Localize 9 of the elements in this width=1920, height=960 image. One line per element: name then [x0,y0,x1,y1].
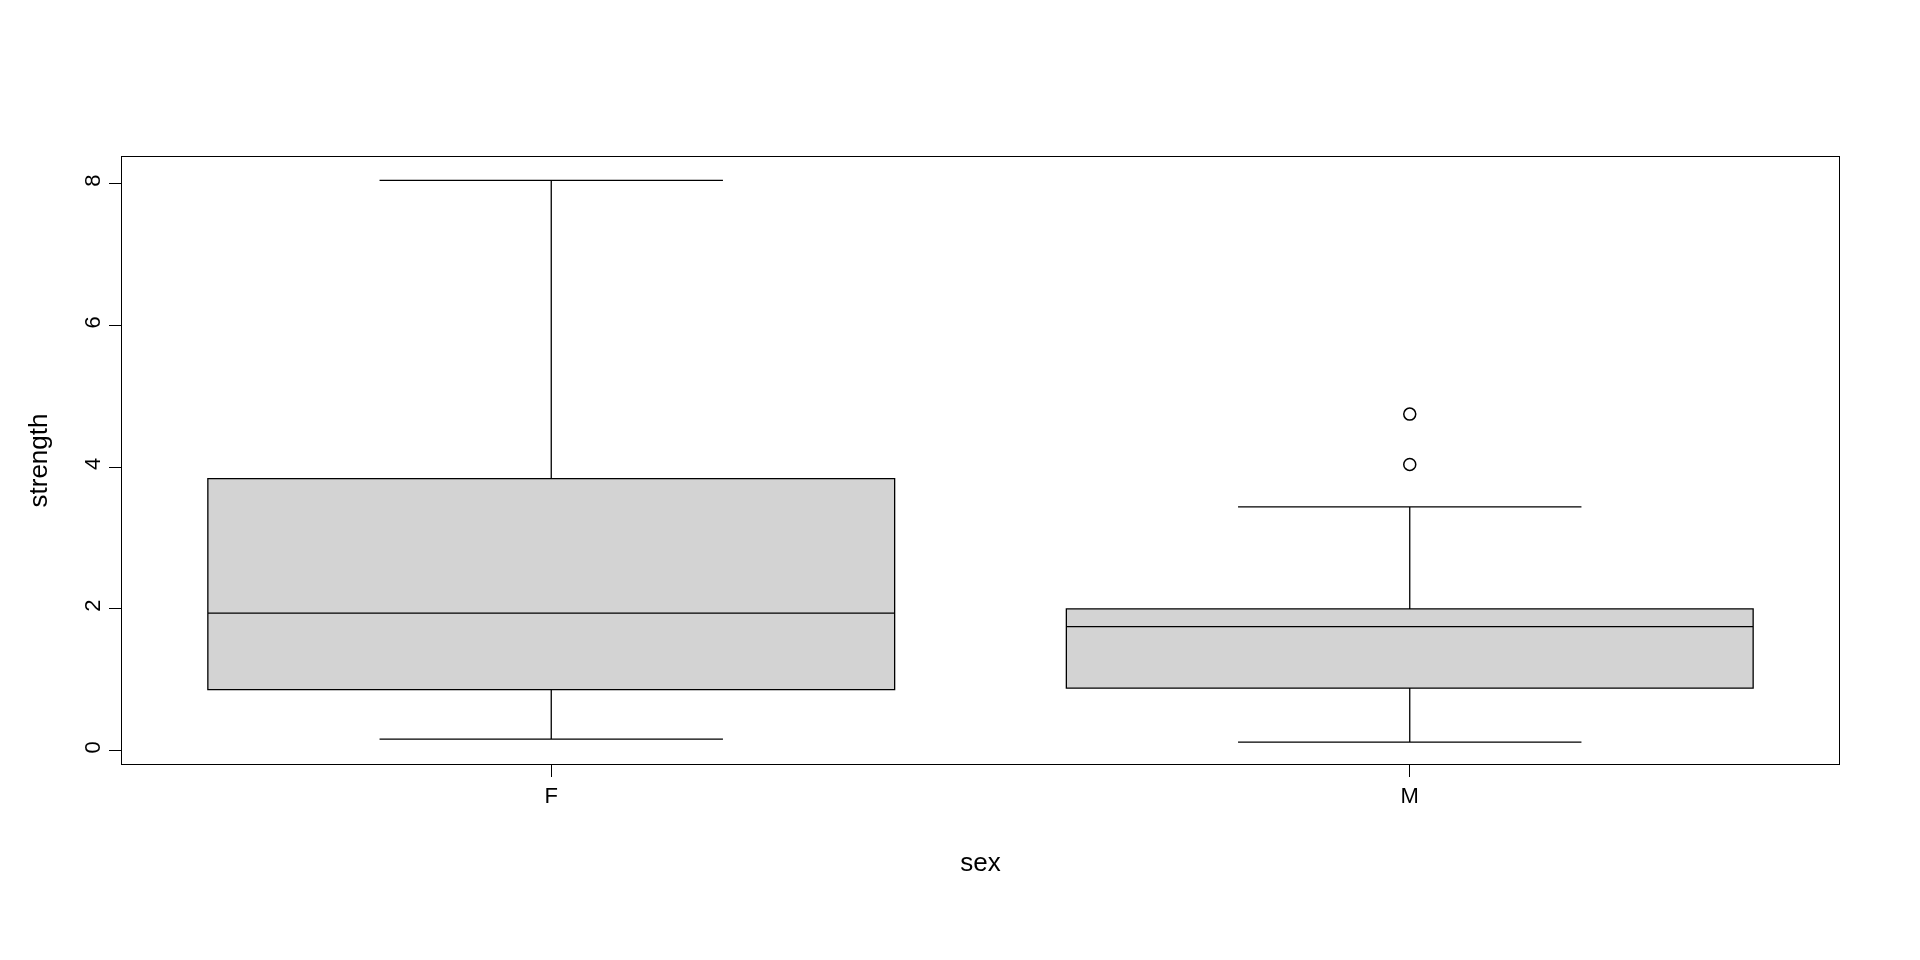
x-axis-title: sex [960,847,1001,878]
y-tick-label: 0 [80,741,106,754]
y-tick-label: 4 [80,457,106,471]
x-tick-label: F [544,783,558,809]
x-tick-label: M [1400,783,1419,809]
y-tick-label: 8 [80,174,106,187]
y-tick-label: 2 [80,599,106,612]
y-axis-title: strength [22,413,53,508]
y-tick-label: 6 [80,316,106,329]
